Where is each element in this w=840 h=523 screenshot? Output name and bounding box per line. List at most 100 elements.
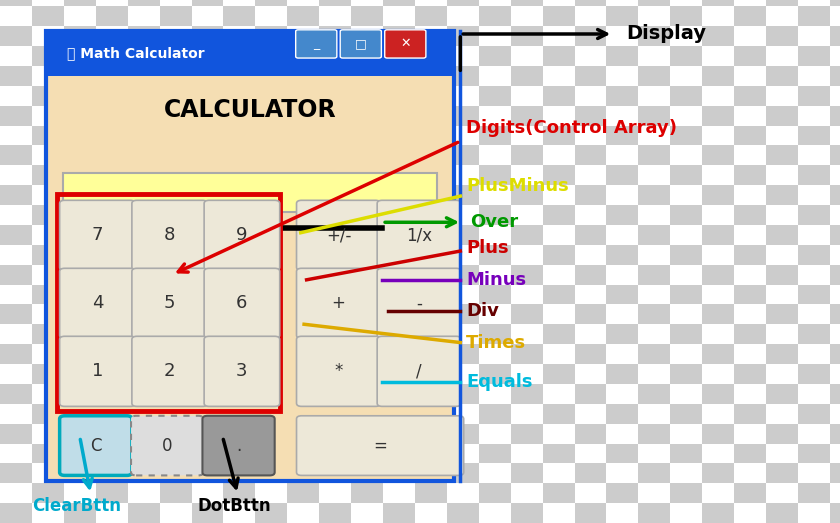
Bar <box>670 324 702 344</box>
Bar <box>447 225 479 245</box>
Bar <box>96 384 128 404</box>
Bar <box>447 483 479 503</box>
Bar <box>798 6 830 26</box>
Bar <box>766 6 798 26</box>
Bar <box>543 384 575 404</box>
Bar <box>670 265 702 285</box>
Bar <box>766 106 798 126</box>
Bar <box>606 106 638 126</box>
Bar <box>543 424 575 444</box>
Bar <box>319 344 351 364</box>
Bar <box>575 165 606 185</box>
Bar <box>479 205 511 225</box>
Bar <box>511 404 543 424</box>
Bar <box>64 0 96 6</box>
Bar <box>447 106 479 126</box>
Bar <box>606 503 638 523</box>
Bar <box>830 205 840 225</box>
Bar <box>96 225 128 245</box>
FancyBboxPatch shape <box>297 268 381 338</box>
Bar <box>192 424 223 444</box>
Bar <box>128 26 160 46</box>
Bar <box>766 26 798 46</box>
Text: C: C <box>90 437 102 454</box>
Bar <box>351 185 383 205</box>
Bar <box>128 444 160 463</box>
Bar <box>383 165 415 185</box>
Bar <box>383 304 415 324</box>
Bar <box>575 265 606 285</box>
Bar <box>223 205 255 225</box>
Bar <box>351 86 383 106</box>
Bar <box>32 483 64 503</box>
Bar <box>287 86 319 106</box>
Bar <box>447 324 479 344</box>
Bar <box>734 46 766 66</box>
Bar <box>543 245 575 265</box>
Bar <box>575 364 606 384</box>
Bar <box>479 304 511 324</box>
Bar <box>798 364 830 384</box>
Bar <box>415 463 447 483</box>
Bar <box>543 463 575 483</box>
Bar <box>223 126 255 145</box>
Bar <box>606 0 638 6</box>
Bar <box>192 225 223 245</box>
Bar <box>511 324 543 344</box>
FancyBboxPatch shape <box>377 336 461 406</box>
Bar <box>287 444 319 463</box>
Bar <box>702 106 734 126</box>
FancyBboxPatch shape <box>297 336 381 406</box>
Bar <box>96 205 128 225</box>
Bar <box>32 145 64 165</box>
Bar <box>798 26 830 46</box>
Bar <box>511 225 543 245</box>
Bar <box>575 205 606 225</box>
Bar <box>287 165 319 185</box>
Bar <box>32 364 64 384</box>
Bar <box>511 126 543 145</box>
Bar <box>511 245 543 265</box>
Bar <box>319 424 351 444</box>
Bar <box>702 225 734 245</box>
Bar <box>798 384 830 404</box>
Bar <box>192 185 223 205</box>
Bar <box>734 225 766 245</box>
Bar <box>351 483 383 503</box>
Bar <box>830 285 840 304</box>
Bar <box>702 364 734 384</box>
Bar <box>160 66 192 86</box>
FancyBboxPatch shape <box>204 336 280 406</box>
Bar <box>734 344 766 364</box>
Bar <box>223 66 255 86</box>
Bar <box>447 26 479 46</box>
Bar <box>351 444 383 463</box>
Bar <box>734 404 766 424</box>
Bar <box>64 66 96 86</box>
Bar <box>479 6 511 26</box>
Bar <box>160 165 192 185</box>
Bar <box>192 205 223 225</box>
FancyBboxPatch shape <box>131 416 203 475</box>
Bar <box>32 6 64 26</box>
Bar <box>511 66 543 86</box>
Bar <box>383 285 415 304</box>
Bar <box>319 444 351 463</box>
Bar <box>798 285 830 304</box>
Bar <box>223 26 255 46</box>
Bar <box>351 106 383 126</box>
Bar <box>479 0 511 6</box>
Bar <box>606 165 638 185</box>
Bar <box>128 225 160 245</box>
Bar <box>255 66 287 86</box>
Bar <box>223 384 255 404</box>
Bar <box>830 106 840 126</box>
Bar <box>351 424 383 444</box>
Bar <box>96 0 128 6</box>
Bar <box>160 344 192 364</box>
Bar <box>575 106 606 126</box>
Bar <box>638 265 670 285</box>
Bar <box>32 225 64 245</box>
Text: Digits(Control Array): Digits(Control Array) <box>466 119 677 137</box>
Bar <box>702 46 734 66</box>
